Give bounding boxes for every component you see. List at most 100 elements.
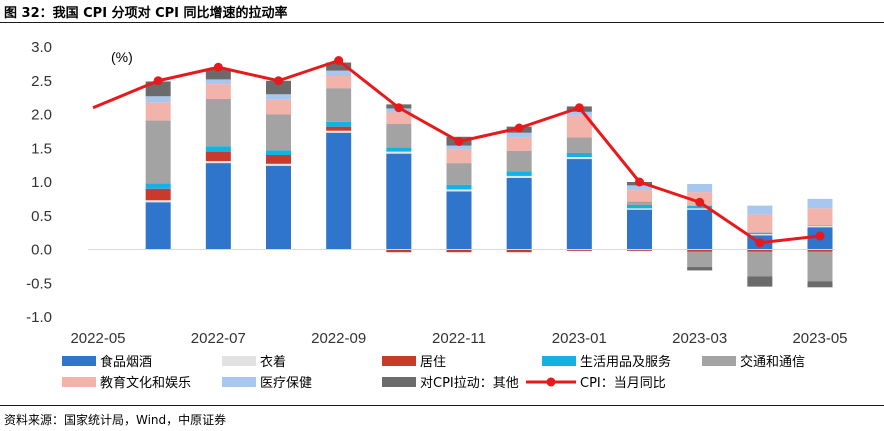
legend-swatch-cpi-marker <box>546 377 556 387</box>
cpi-point-cat-2023-04 <box>755 238 765 248</box>
bar-segment-cat-2023-01 <box>566 159 592 250</box>
bar-segment-cat-2023-04 <box>747 205 773 215</box>
bar-segment-cat-2022-12 <box>506 249 532 253</box>
legend-label: 生活用品及服务 <box>580 354 671 370</box>
bar-segment-cat-2023-01 <box>566 111 592 116</box>
bar-segment-cat-2022-08 <box>266 114 291 151</box>
bar-segment-cat-2022-11 <box>446 189 472 192</box>
legend-swatch <box>382 356 416 366</box>
y-axis: 3.0 2.5 2.0 1.5 1.0 0.5 0.0 -0.5 -1.0 <box>26 39 52 326</box>
legend-swatch <box>222 356 256 366</box>
bar-segment-cat-2022-12 <box>506 150 532 172</box>
bar-segment-cat-2022-12 <box>506 175 532 178</box>
bar-segment-cat-2022-06 <box>145 183 171 189</box>
bar-segment-cat-2022-12 <box>506 177 532 250</box>
bar-segment-cat-2022-12 <box>506 137 532 151</box>
bar-segment-cat-2023-03 <box>687 249 713 252</box>
bar-segment-cat-2022-06 <box>145 202 171 250</box>
cpi-point-cat-2022-09 <box>334 56 344 65</box>
bar-segment-cat-2023-03 <box>687 251 713 268</box>
bar-segment-cat-2022-07 <box>205 84 231 99</box>
x-axis: 2022-05 2022-07 2022-09 2022-11 2023-01 2023-… <box>70 330 847 347</box>
bar-segment-cat-2022-12 <box>506 171 532 176</box>
bar-segment-cat-2023-04 <box>747 232 773 234</box>
cpi-point-cat-2023-05 <box>815 231 825 241</box>
bar-segment-cat-2023-03 <box>687 209 713 250</box>
x-tick-label: 2023-05 <box>792 330 847 347</box>
bar-segment-cat-2023-04 <box>747 251 773 277</box>
bar-segment-cat-2023-01 <box>566 137 592 153</box>
bar-segment-cat-2023-04 <box>747 276 773 287</box>
bar-segment-cat-2022-11 <box>446 145 472 150</box>
x-tick-label: 2023-03 <box>672 330 727 347</box>
cpi-point-cat-2022-08 <box>274 76 283 86</box>
bar-segment-cat-2022-06 <box>145 96 171 103</box>
bar-segment-cat-2022-11 <box>446 191 472 250</box>
bar-segment-cat-2023-05 <box>807 249 833 252</box>
bar-segment-cat-2022-08 <box>266 99 291 115</box>
bar-segment-cat-2023-03 <box>687 184 713 193</box>
x-tick-label: 2022-11 <box>432 330 486 347</box>
legend-label: 食品烟酒 <box>100 354 152 370</box>
bar-segment-cat-2022-11 <box>446 149 472 164</box>
bar-segment-cat-2022-09 <box>326 130 352 133</box>
bar-segment-cat-2022-08 <box>266 163 291 166</box>
legend-swatch <box>702 356 736 366</box>
bar-segment-cat-2022-10 <box>386 123 412 148</box>
bar-segment-cat-2023-04 <box>747 249 773 252</box>
legend-label: 交通和通信 <box>740 354 805 370</box>
bar-segment-cat-2022-08 <box>266 94 291 100</box>
source-note: 资料来源：国家统计局，Wind，中原证券 <box>4 413 227 427</box>
legend-label: 居住 <box>420 355 446 370</box>
bar-segment-cat-2022-06 <box>145 120 171 184</box>
bar-segment-cat-2023-01 <box>566 249 592 251</box>
legend-swatch <box>222 377 256 387</box>
bar-segment-cat-2023-01 <box>566 152 592 158</box>
legend-label: 对CPI拉动：其他 <box>420 376 519 391</box>
bar-segment-cat-2022-07 <box>205 161 231 164</box>
bar-segment-cat-2022-06 <box>145 188 171 201</box>
bar-segment-cat-2023-02 <box>627 190 652 202</box>
bar-segment-cat-2022-07 <box>205 79 231 85</box>
bar-segment-cat-2022-09 <box>326 132 352 250</box>
cpi-line-layer <box>92 56 825 248</box>
bar-segment-cat-2023-02 <box>627 249 652 251</box>
bar-segment-cat-2022-08 <box>266 80 291 95</box>
bar-segment-cat-2022-08 <box>266 165 291 250</box>
bar-segment-cat-2022-11 <box>446 249 472 253</box>
y-tick-label: 3.0 <box>31 39 52 56</box>
bar-segment-cat-2023-05 <box>807 225 833 228</box>
y-tick-label: 0.5 <box>31 208 52 225</box>
bar-segment-cat-2023-03 <box>687 267 713 271</box>
bar-segment-cat-2022-06 <box>145 81 171 97</box>
bar-segment-cat-2022-07 <box>205 151 231 162</box>
bar-segment-cat-2023-05 <box>807 208 833 226</box>
bar-segment-cat-2022-09 <box>326 70 352 77</box>
legend-swatch <box>62 377 96 387</box>
bar-layer <box>145 62 833 288</box>
bar-segment-cat-2023-04 <box>747 214 773 233</box>
cpi-point-cat-2022-10 <box>394 103 404 113</box>
y-tick-label: 1.5 <box>31 140 52 157</box>
x-tick-label: 2022-09 <box>311 330 366 347</box>
bar-segment-cat-2022-07 <box>205 163 231 250</box>
bar-segment-cat-2023-05 <box>807 281 833 288</box>
bar-segment-cat-2022-07 <box>205 98 231 147</box>
legend-label: 教育文化和娱乐 <box>100 375 191 391</box>
bar-segment-cat-2022-09 <box>326 76 352 89</box>
bar-segment-cat-2023-02 <box>627 208 652 210</box>
y-tick-label: -0.5 <box>26 275 52 292</box>
source-rule <box>0 405 884 406</box>
legend-label: CPI：当月同比 <box>580 376 666 391</box>
bar-segment-cat-2023-05 <box>807 198 833 209</box>
x-tick-label: 2022-07 <box>191 330 246 347</box>
legend-swatch <box>62 356 96 366</box>
bar-segment-cat-2023-05 <box>807 225 833 226</box>
cpi-point-cat-2022-07 <box>213 62 223 72</box>
bar-segment-cat-2022-08 <box>266 150 291 155</box>
bar-segment-cat-2022-09 <box>326 88 352 122</box>
bar-segment-cat-2023-02 <box>627 185 652 191</box>
bar-segment-cat-2023-04 <box>747 233 773 236</box>
